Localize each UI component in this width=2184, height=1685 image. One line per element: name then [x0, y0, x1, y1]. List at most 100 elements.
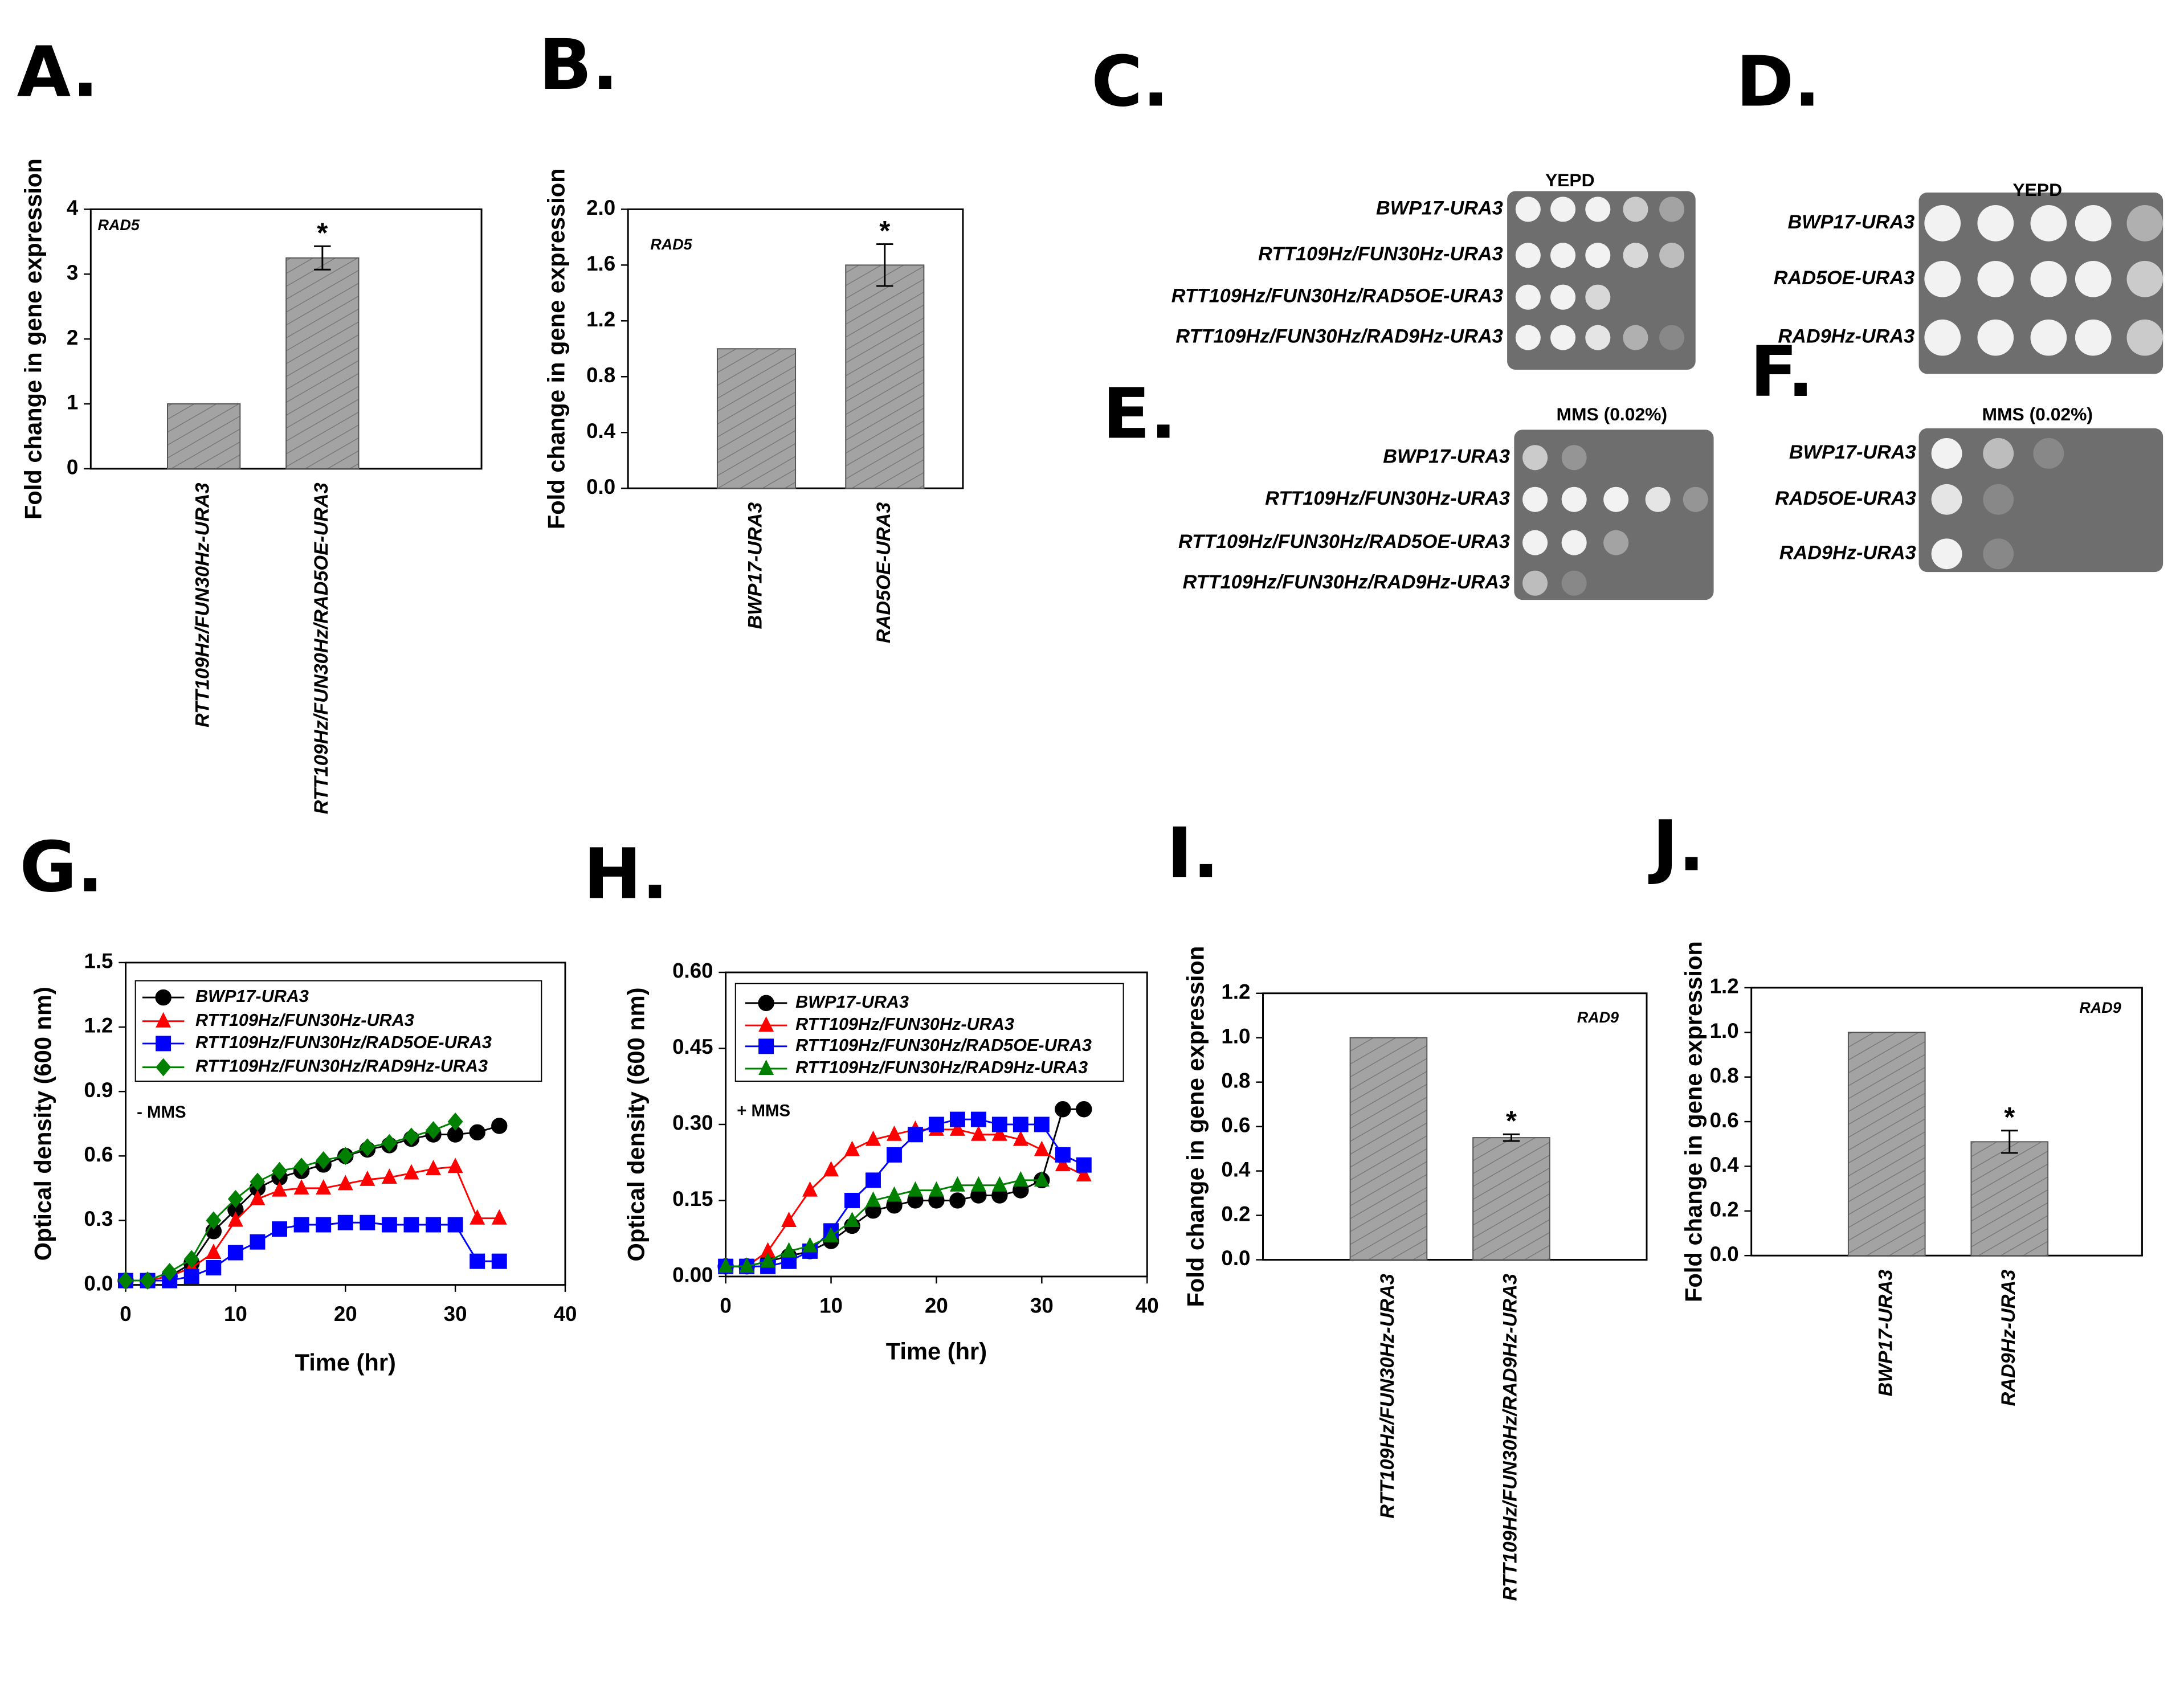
y-tick-label: 2 — [67, 326, 78, 349]
marker — [250, 1189, 266, 1205]
marker — [1034, 1171, 1050, 1187]
legend-label: RTT109Hz/FUN30Hz/RAD9Hz-URA3 — [795, 1058, 1088, 1077]
y-tick-label: 2.0 — [586, 196, 615, 219]
yeast-spot — [1522, 530, 1548, 555]
marker — [470, 1253, 485, 1269]
marker — [491, 1253, 507, 1269]
yeast-spot — [1659, 325, 1685, 350]
marker — [491, 1118, 508, 1134]
y-tick-label: 1.0 — [1710, 1019, 1739, 1042]
marker — [1055, 1101, 1071, 1118]
series-line — [125, 1125, 500, 1282]
agar-plate — [1507, 191, 1696, 370]
marker — [1013, 1171, 1028, 1187]
plot-frame — [1750, 987, 2143, 1257]
plate-condition: MMS (0.02%) — [1982, 404, 2093, 424]
marker — [991, 1116, 1007, 1132]
plate-condition: YEPD — [1545, 170, 1595, 190]
marker — [928, 1116, 944, 1132]
x-tick-label: RAD9Hz-URA3 — [1998, 1270, 2019, 1406]
x-tick-label: 30 — [444, 1302, 467, 1326]
annotation: RAD9 — [2079, 999, 2121, 1016]
y-tick-label: 0.9 — [84, 1078, 113, 1102]
marker — [272, 1221, 287, 1237]
series-line — [725, 1128, 1084, 1267]
y-axis-label: Fold change in gene expression — [543, 168, 570, 529]
yeast-spot — [1977, 205, 2014, 242]
bar-hatch — [1971, 1142, 2048, 1256]
marker — [272, 1181, 287, 1197]
strain-label: BWP17-URA3 — [1787, 211, 1914, 233]
yeast-spot — [1585, 284, 1611, 310]
marker — [1076, 1101, 1092, 1118]
significance-marker: * — [879, 216, 891, 247]
legend-marker — [155, 989, 172, 1006]
marker — [970, 1125, 986, 1141]
y-axis-label: Optical density (600 nm) — [622, 987, 649, 1261]
marker — [823, 1226, 839, 1242]
panel-label: J. — [1648, 805, 1705, 887]
error-bar — [876, 243, 893, 287]
panel-label: A. — [17, 31, 99, 112]
strain-label: RTT109Hz/FUN30Hz/RAD5OE-URA3 — [1178, 531, 1510, 553]
y-tick-label: 0.6 — [1710, 1109, 1739, 1132]
bar-hatch — [1848, 1032, 1925, 1256]
marker — [1055, 1156, 1071, 1172]
strain-label: RTT109Hz/FUN30Hz-URA3 — [1265, 488, 1510, 509]
panel-label: C. — [1091, 41, 1169, 122]
x-tick-label: 10 — [819, 1294, 843, 1317]
marker — [781, 1242, 797, 1258]
marker — [844, 1212, 860, 1228]
legend-marker — [758, 1038, 774, 1054]
x-tick-label: BWP17-URA3 — [1875, 1270, 1896, 1397]
marker — [183, 1250, 199, 1269]
yeast-spot — [1585, 243, 1611, 268]
marker — [970, 1111, 986, 1127]
significance-marker: * — [2004, 1102, 2015, 1133]
y-tick-label: 0.0 — [1221, 1246, 1250, 1270]
marker — [272, 1161, 287, 1180]
significance-marker: * — [1506, 1106, 1517, 1137]
yeast-spot — [1515, 284, 1541, 310]
y-tick-label: 0.8 — [1710, 1064, 1739, 1087]
yeast-spot — [1550, 197, 1576, 222]
error-bar — [2001, 1130, 2018, 1154]
x-axis-label: Time (hr) — [295, 1349, 396, 1376]
yeast-spot — [2126, 319, 2163, 356]
marker — [250, 1234, 266, 1250]
marker — [360, 1138, 375, 1157]
significance-marker: * — [317, 218, 328, 249]
yeast-spot — [1623, 243, 1648, 268]
series-line — [725, 1179, 1042, 1267]
y-tick-label: 0.8 — [586, 363, 615, 387]
marker — [206, 1244, 222, 1259]
yeast-spot — [1623, 197, 1648, 222]
yeast-spot — [1977, 260, 2014, 297]
panel-label: B. — [538, 24, 618, 105]
yeast-spot — [1561, 570, 1587, 596]
marker — [316, 1179, 332, 1195]
annotation: - MMS — [137, 1103, 186, 1122]
marker — [907, 1127, 923, 1143]
marker — [760, 1242, 776, 1258]
yeast-spot — [1659, 243, 1685, 268]
yeast-spot — [2030, 319, 2067, 356]
yeast-spot — [2075, 319, 2112, 356]
x-tick-label: RTT109Hz/FUN30Hz-URA3 — [1377, 1274, 1398, 1519]
y-tick-label: 0.60 — [672, 959, 713, 983]
marker — [293, 1179, 309, 1195]
yeast-spot — [2075, 205, 2112, 242]
y-axis-label: Fold change in gene expression — [1182, 946, 1209, 1307]
marker — [949, 1111, 965, 1127]
marker — [823, 1161, 839, 1177]
y-tick-label: 0.6 — [1221, 1113, 1250, 1136]
x-tick-label: 40 — [1136, 1294, 1159, 1317]
yeast-spot — [1561, 486, 1587, 512]
yeast-spot — [2126, 260, 2163, 297]
legend-marker — [156, 1058, 172, 1077]
y-tick-label: 1.2 — [586, 308, 615, 331]
yeast-spot — [1550, 243, 1576, 268]
y-tick-label: 4 — [67, 196, 79, 219]
marker — [1013, 1130, 1028, 1146]
